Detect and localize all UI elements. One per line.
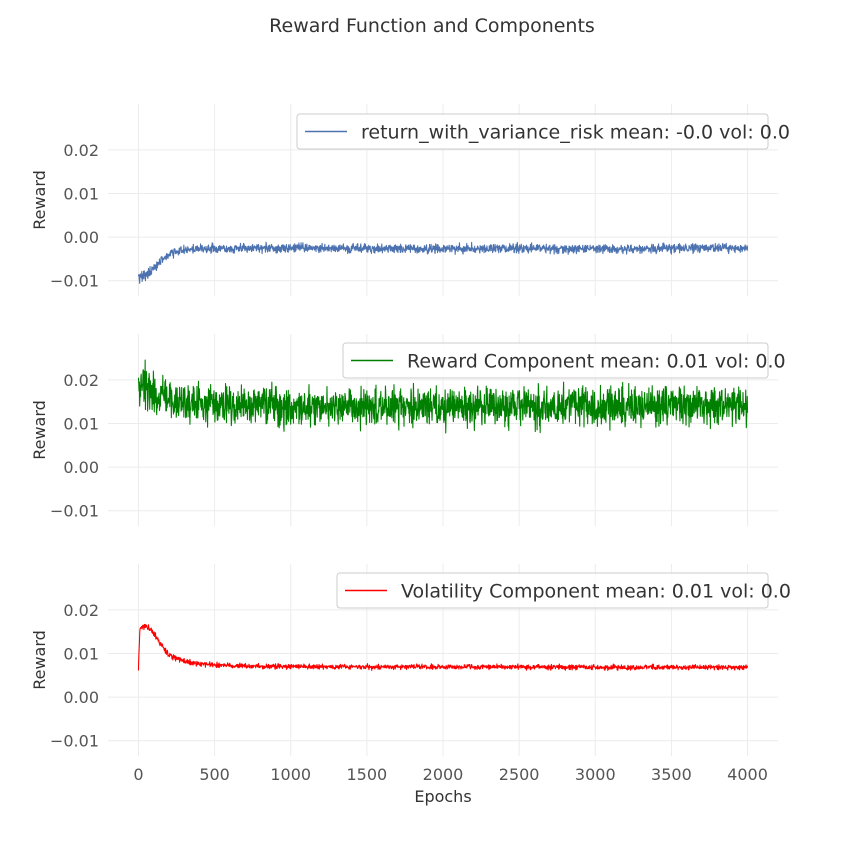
x-tick-label: 2500 bbox=[499, 765, 540, 784]
legend-box bbox=[342, 342, 769, 379]
y-tick-label: 0.00 bbox=[63, 228, 99, 247]
x-axis-label: Epochs bbox=[414, 787, 471, 806]
legend-entry: Volatility Component mean: 0.01 vol: 0.0 bbox=[401, 581, 791, 603]
y-tick-label: −0.01 bbox=[50, 732, 99, 751]
legend: Volatility Component mean: 0.01 vol: 0.0 bbox=[336, 572, 791, 609]
series-line-1 bbox=[137, 241, 749, 284]
y-axis-label: Reward bbox=[30, 400, 49, 460]
panel-2: −0.01 0.00 0.01 0.02 Reward Reward Component … bbox=[30, 334, 786, 526]
legend-box bbox=[336, 572, 769, 609]
x-tick-label: 0 bbox=[133, 765, 143, 784]
x-tick-label: 3000 bbox=[575, 765, 616, 784]
legend: Reward Component mean: 0.01 vol: 0.0 bbox=[342, 342, 786, 379]
y-tick-label: −0.01 bbox=[50, 502, 99, 521]
x-tick-label: 4000 bbox=[727, 765, 768, 784]
y-axis-label: Reward bbox=[30, 170, 49, 230]
y-tick-label: 0.01 bbox=[63, 184, 99, 203]
y-tick-label: 0.02 bbox=[63, 371, 99, 390]
panel-3: −0.01 0.00 0.01 0.02 Reward Volatility Compon… bbox=[30, 564, 791, 756]
legend: return_with_variance_risk mean: -0.0 vol… bbox=[296, 113, 790, 150]
x-tick-label: 1000 bbox=[270, 765, 311, 784]
x-axis: 0 500 1000 1500 2000 2500 3000 3500 4000 bbox=[133, 765, 768, 784]
x-tick-label: 3500 bbox=[651, 765, 692, 784]
x-tick-label: 2000 bbox=[423, 765, 464, 784]
legend-entry: return_with_variance_risk mean: -0.0 vol… bbox=[361, 122, 790, 144]
y-tick-label: 0.00 bbox=[63, 688, 99, 707]
chart-panels: −0.01 0.00 0.01 0.02 Reward return_with_varia… bbox=[30, 104, 791, 784]
y-tick-label: 0.02 bbox=[63, 601, 99, 620]
y-tick-label: −0.01 bbox=[50, 272, 99, 291]
y-axis-label: Reward bbox=[30, 630, 49, 690]
y-tick-label: 0.01 bbox=[63, 644, 99, 663]
legend-entry: Reward Component mean: 0.01 vol: 0.0 bbox=[407, 351, 786, 373]
legend-box bbox=[296, 113, 769, 150]
y-tick-label: 0.00 bbox=[63, 458, 99, 477]
x-tick-label: 1500 bbox=[347, 765, 388, 784]
x-tick-label: 500 bbox=[199, 765, 230, 784]
y-tick-label: 0.02 bbox=[63, 141, 99, 160]
series-line-3 bbox=[137, 623, 749, 671]
y-tick-label: 0.01 bbox=[63, 414, 99, 433]
panel-1: −0.01 0.00 0.01 0.02 Reward return_with_varia… bbox=[30, 104, 790, 296]
series-line-2 bbox=[137, 359, 749, 434]
chart-title: Reward Function and Components bbox=[269, 15, 595, 37]
